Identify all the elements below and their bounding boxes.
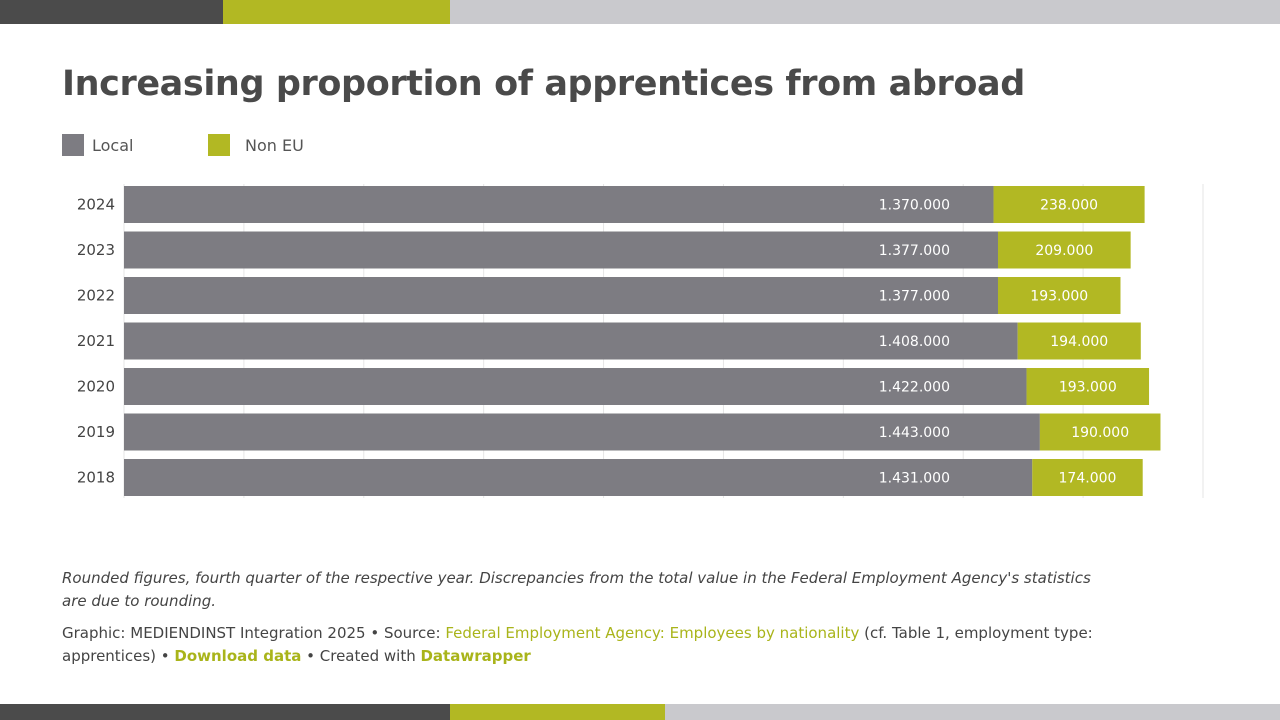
bar-non-eu-2020 bbox=[1026, 368, 1150, 405]
year-label: 2024 bbox=[77, 196, 115, 214]
legend-item-non-eu: Non EU bbox=[208, 134, 304, 156]
value-label-non-eu: 209.000 bbox=[1035, 243, 1093, 259]
bar-non-eu-2019 bbox=[1039, 413, 1161, 451]
download-data-link[interactable]: Download data bbox=[174, 647, 302, 665]
year-label: 2021 bbox=[77, 332, 115, 350]
value-label-local: 1.377.000 bbox=[879, 289, 950, 305]
value-label-non-eu: 193.000 bbox=[1030, 289, 1088, 305]
year-label: 2019 bbox=[77, 423, 115, 441]
bars bbox=[124, 186, 1161, 496]
value-label-non-eu: 194.000 bbox=[1050, 334, 1108, 350]
stacked-bar-chart: 2024 1.370.000 238.000 2023 1.377.000 209.000… bbox=[77, 184, 1204, 498]
bar-non-eu-2022 bbox=[997, 277, 1121, 314]
top-color-strip bbox=[0, 0, 1280, 24]
value-label-local: 1.377.000 bbox=[879, 243, 950, 259]
bar-local-2021 bbox=[124, 322, 1018, 360]
value-label-non-eu: 238.000 bbox=[1040, 198, 1098, 214]
bar-non-eu-2021 bbox=[1017, 322, 1141, 360]
legend-label-non-eu: Non EU bbox=[245, 135, 304, 155]
bar-local-2019 bbox=[124, 413, 1040, 451]
year-label: 2018 bbox=[77, 469, 115, 487]
chart-note: Rounded figures, fourth quarter of the r… bbox=[62, 569, 1091, 610]
credits-graphic-source-text: Graphic: MEDIENDINST Integration 2025 • … bbox=[62, 624, 446, 642]
bar-local-2022 bbox=[124, 277, 998, 314]
legend-swatch-non-eu bbox=[208, 134, 230, 156]
year-label: 2023 bbox=[77, 241, 115, 259]
value-label-non-eu: 193.000 bbox=[1059, 380, 1117, 396]
bar-local-2018 bbox=[124, 459, 1033, 496]
credits-source-suffix: (cf. Table 1, employment type: apprentic… bbox=[62, 624, 1093, 665]
labels: 2024 1.370.000 238.000 2023 1.377.000 209.000… bbox=[77, 196, 1129, 487]
legend-item-local: Local bbox=[62, 134, 133, 156]
source-link[interactable]: Federal Employment Agency: Employees by … bbox=[445, 624, 860, 642]
credits-created-text: • Created with bbox=[301, 647, 421, 665]
value-label-non-eu: 174.000 bbox=[1059, 471, 1117, 487]
legend-label-local: Local bbox=[92, 135, 134, 155]
bar-local-2023 bbox=[124, 231, 998, 269]
year-label: 2022 bbox=[77, 287, 115, 305]
bar-non-eu-2024 bbox=[993, 186, 1145, 223]
chart-credits: Graphic: MEDIENDINST Integration 2025 • … bbox=[62, 622, 1132, 668]
bottom-color-strip bbox=[0, 704, 1280, 720]
value-label-local: 1.443.000 bbox=[879, 425, 950, 441]
value-label-local: 1.422.000 bbox=[879, 380, 950, 396]
datawrapper-link[interactable]: Datawrapper bbox=[420, 647, 531, 665]
bar-local-2020 bbox=[124, 368, 1027, 405]
bar-non-eu-2023 bbox=[997, 231, 1131, 269]
legend-swatch-local bbox=[62, 134, 84, 156]
value-label-local: 1.431.000 bbox=[879, 471, 950, 487]
bar-local-2024 bbox=[124, 186, 994, 223]
value-label-local: 1.370.000 bbox=[879, 198, 950, 214]
value-label-non-eu: 190.000 bbox=[1071, 425, 1129, 441]
bar-non-eu-2018 bbox=[1032, 459, 1143, 496]
value-label-local: 1.408.000 bbox=[879, 334, 950, 350]
year-label: 2020 bbox=[77, 378, 115, 396]
chart-title: Increasing proportion of apprentices fro… bbox=[62, 64, 1025, 104]
